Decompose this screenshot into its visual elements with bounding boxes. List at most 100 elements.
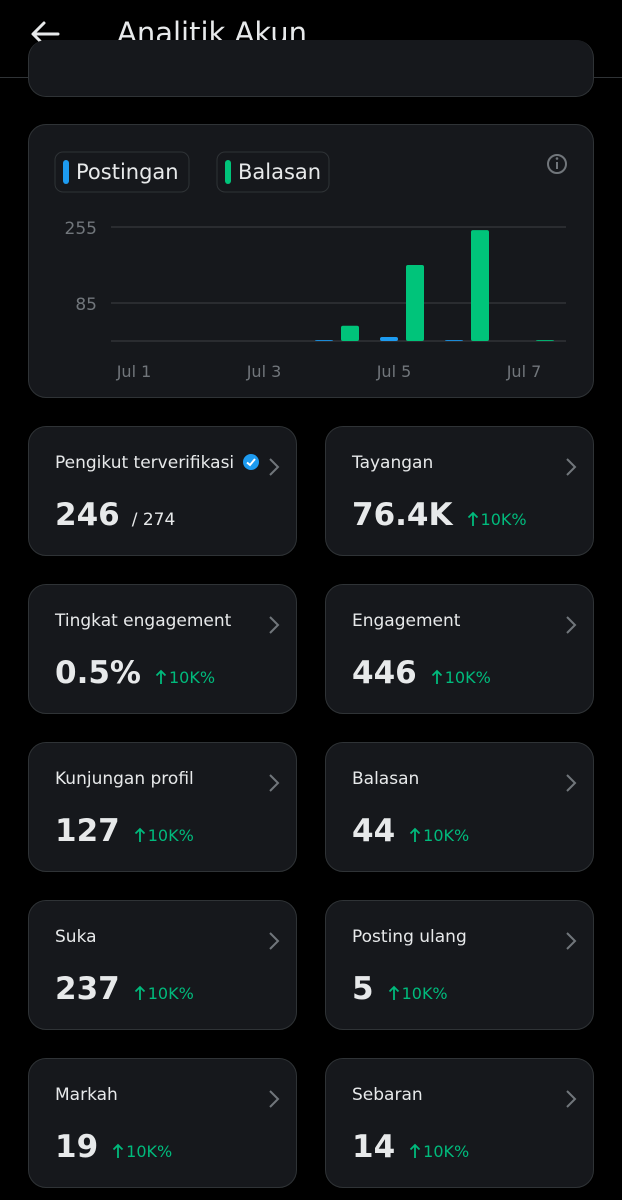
y-tick-label: 255 bbox=[65, 219, 97, 239]
stat-label: Tayangan bbox=[352, 453, 433, 473]
stat-card[interactable]: Suka 237 10K% bbox=[28, 900, 297, 1030]
up-arrow bbox=[388, 985, 399, 1000]
up-arrow bbox=[410, 827, 421, 842]
stat-change: 10K% bbox=[431, 668, 491, 687]
legend-label: Balasan bbox=[238, 160, 321, 184]
stat-card[interactable]: Balasan 44 10K% bbox=[325, 742, 594, 872]
stat-label: Kunjungan profil bbox=[55, 769, 194, 789]
up-arrow bbox=[467, 511, 478, 526]
legend-item bbox=[216, 151, 330, 193]
chevron bbox=[269, 616, 280, 634]
bar bbox=[315, 340, 333, 341]
stat-change-text: 10K% bbox=[423, 1142, 470, 1161]
up-arrow bbox=[155, 669, 167, 684]
stat-label-text: Suka bbox=[55, 927, 97, 947]
up-arrow bbox=[410, 1143, 421, 1158]
x-tick-label: Jul 1 bbox=[116, 362, 152, 381]
stat-value: 237 10K% bbox=[55, 971, 194, 1007]
stat-number: 19 bbox=[55, 1129, 99, 1165]
bar bbox=[445, 340, 463, 341]
legend-swatch bbox=[63, 160, 69, 184]
stat-card[interactable]: Markah 19 10K% bbox=[28, 1058, 297, 1188]
chevron bbox=[566, 1090, 577, 1108]
x-tick-label: Jul 3 bbox=[246, 362, 282, 381]
stat-number: 246 bbox=[55, 497, 120, 533]
stat-change: 10K% bbox=[134, 984, 194, 1003]
stat-change-text: 10K% bbox=[147, 984, 194, 1003]
bar bbox=[341, 325, 359, 341]
bar bbox=[406, 265, 424, 341]
legend-label: Postingan bbox=[76, 160, 179, 184]
stat-label: Tingkat engagement bbox=[55, 611, 231, 631]
up-arrow bbox=[134, 827, 145, 842]
stat-value: 246 / 274 bbox=[55, 497, 175, 533]
stat-value: 19 10K% bbox=[55, 1129, 172, 1165]
stat-value: 446 10K% bbox=[352, 655, 491, 691]
stat-label-text: Engagement bbox=[352, 611, 461, 631]
stat-change: 10K% bbox=[388, 984, 448, 1003]
stat-change-text: 10K% bbox=[126, 1142, 173, 1161]
stat-label: Balasan bbox=[352, 769, 419, 789]
stat-label-text: Posting ulang bbox=[352, 927, 467, 947]
chevron bbox=[566, 774, 577, 792]
stat-change-text: 10K% bbox=[401, 984, 448, 1003]
stat-card[interactable]: Engagement 446 10K% bbox=[325, 584, 594, 714]
stat-card[interactable]: Kunjungan profil 127 10K% bbox=[28, 742, 297, 872]
stat-label-text: Tingkat engagement bbox=[55, 611, 232, 631]
stat-card[interactable]: Sebaran 14 10K% bbox=[325, 1058, 594, 1188]
stat-label: Sebaran bbox=[352, 1085, 423, 1105]
up-arrow bbox=[134, 985, 145, 1000]
stat-value: 0.5% 10K% bbox=[55, 655, 215, 691]
stat-card[interactable]: Posting ulang 5 10K% bbox=[325, 900, 594, 1030]
stat-label: Suka bbox=[55, 927, 97, 947]
stat-change-text: 10K% bbox=[168, 668, 216, 687]
stat-label-text: Kunjungan profil bbox=[55, 769, 194, 789]
bar bbox=[536, 340, 554, 341]
up-arrow bbox=[431, 669, 442, 684]
partial-card bbox=[28, 40, 594, 97]
stat-card[interactable]: Tingkat engagement 0.5% 10K% bbox=[28, 584, 297, 714]
chevron bbox=[566, 932, 577, 950]
stat-label-text: Balasan bbox=[352, 769, 420, 789]
stat-label: Pengikut terverifikasi bbox=[55, 453, 260, 473]
stat-number: 237 bbox=[55, 971, 120, 1007]
x-tick-label: Jul 5 bbox=[376, 362, 412, 381]
stat-value: 76.4K 10K% bbox=[352, 497, 527, 533]
stat-card[interactable]: Tayangan 76.4K 10K% bbox=[325, 426, 594, 556]
stat-change: 10K% bbox=[134, 826, 194, 845]
stat-change: 10K% bbox=[155, 668, 215, 687]
bar bbox=[471, 230, 489, 341]
chevron bbox=[269, 1090, 280, 1108]
stat-change: 10K% bbox=[409, 1142, 469, 1161]
stat-label: Markah bbox=[55, 1085, 118, 1105]
stat-value: 44 10K% bbox=[352, 813, 469, 849]
stat-change: 10K% bbox=[467, 510, 527, 529]
legend-swatch bbox=[225, 160, 231, 184]
stat-label: Engagement bbox=[352, 611, 460, 631]
info-icon[interactable] bbox=[547, 154, 567, 174]
up-arrow bbox=[113, 1143, 124, 1158]
verified-badge bbox=[243, 454, 260, 470]
legend-item bbox=[54, 151, 190, 193]
stat-value: 5 10K% bbox=[352, 971, 448, 1007]
stat-number: 14 bbox=[352, 1129, 396, 1165]
stat-change-text: 10K% bbox=[147, 826, 194, 845]
chevron bbox=[566, 616, 577, 634]
stat-change-text: 10K% bbox=[480, 510, 527, 529]
x-tick-label: Jul 7 bbox=[506, 362, 542, 381]
stat-change: 10K% bbox=[409, 826, 469, 845]
stat-number: 76.4K bbox=[352, 497, 453, 533]
stat-label-text: Sebaran bbox=[352, 1085, 423, 1105]
chevron bbox=[269, 458, 280, 476]
stat-change: 10K% bbox=[112, 1142, 172, 1161]
stat-number: 446 bbox=[352, 655, 417, 691]
stat-total: / 274 bbox=[131, 510, 176, 530]
stat-change-text: 10K% bbox=[423, 826, 470, 845]
chevron bbox=[269, 932, 280, 950]
stat-value: 14 10K% bbox=[352, 1129, 469, 1165]
chart-card: Postingan Balasan 85 255 Jul 1 Jul 3 Jul 5 Jul … bbox=[28, 124, 594, 398]
stat-card[interactable]: Pengikut terverifikasi 246 / 274 bbox=[28, 426, 297, 556]
stat-change-text: 10K% bbox=[444, 668, 491, 687]
chart: Postingan Balasan 85 255 Jul 1 Jul 3 Jul 5 Jul … bbox=[54, 151, 567, 381]
